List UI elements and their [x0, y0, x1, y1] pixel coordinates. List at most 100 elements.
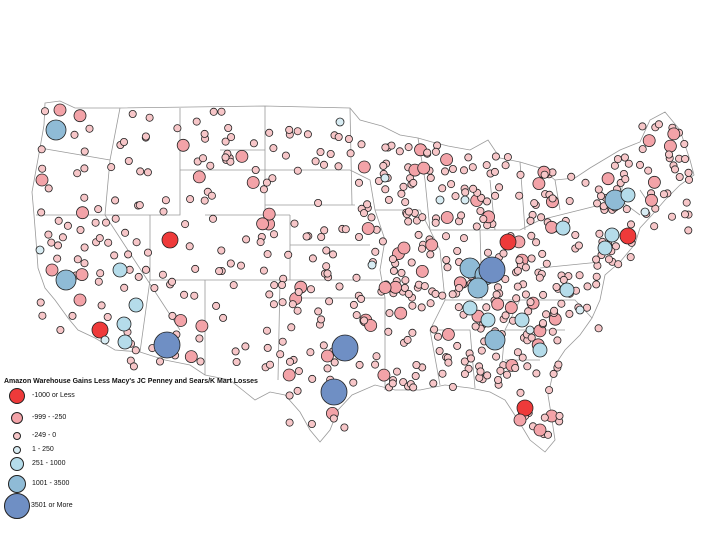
site-marker-small-loss	[344, 134, 353, 143]
site-marker-small-loss	[555, 411, 564, 420]
site-marker-small-loss	[426, 250, 435, 259]
site-marker-small-loss	[352, 273, 361, 282]
site-marker-small-loss	[665, 150, 674, 159]
site-marker-small-loss	[549, 369, 558, 378]
site-marker-small-loss	[407, 258, 416, 267]
legend-swatch-loss	[11, 412, 23, 424]
site-marker-small-loss	[502, 370, 511, 379]
site-marker-gain	[462, 300, 478, 316]
site-marker-loss	[73, 109, 87, 123]
site-marker-small-loss	[527, 333, 536, 342]
site-marker-small-loss	[523, 362, 532, 371]
site-marker-small-loss	[408, 328, 417, 337]
site-marker-small-loss	[293, 386, 302, 395]
site-marker-small-loss	[371, 247, 380, 256]
site-marker-loss	[195, 319, 209, 333]
site-marker-loss	[645, 193, 658, 207]
site-marker-small-loss	[532, 369, 541, 378]
site-marker-loss	[35, 173, 49, 187]
site-marker-small-loss	[317, 315, 326, 324]
site-marker-small-loss	[409, 178, 418, 187]
site-marker-small-loss	[371, 360, 380, 369]
site-marker-small-loss	[190, 291, 199, 300]
site-marker-small-loss	[548, 194, 557, 203]
site-marker-small-loss	[287, 323, 296, 332]
site-marker-small-loss	[404, 207, 413, 216]
site-marker-small-loss	[141, 132, 150, 141]
legend-swatch-small-loss	[13, 432, 21, 440]
site-marker-small-loss	[143, 168, 152, 177]
site-marker-small-loss	[483, 371, 492, 380]
site-marker-small-loss	[530, 199, 539, 208]
site-marker-small-loss	[482, 197, 491, 206]
site-marker-small-loss	[537, 213, 546, 222]
legend-label-strong-loss: -1000 or Less	[32, 392, 75, 399]
site-marker-small-loss	[334, 162, 343, 171]
site-marker-small-loss	[515, 191, 524, 200]
site-marker-small-loss	[431, 289, 440, 298]
site-marker-loss	[176, 138, 190, 152]
site-marker-small-loss	[503, 153, 512, 162]
site-marker-small-loss	[592, 272, 601, 281]
site-marker-small-loss	[206, 161, 215, 170]
site-marker-loss	[648, 175, 661, 189]
site-marker-small-loss	[136, 167, 145, 176]
site-marker-small-loss	[535, 273, 544, 282]
site-marker-small-gain	[380, 173, 390, 183]
site-marker-small-loss	[281, 151, 290, 160]
site-marker-small-loss	[111, 214, 120, 223]
site-marker-small-loss	[605, 255, 614, 264]
site-marker-loss	[262, 207, 276, 221]
site-marker-loss	[440, 211, 454, 224]
site-marker-small-gain	[367, 260, 377, 270]
site-marker-loss	[415, 264, 429, 278]
site-marker-loss	[417, 161, 431, 175]
site-marker-small-loss	[513, 282, 522, 291]
site-marker-loss	[513, 413, 527, 427]
site-marker-small-loss	[420, 282, 429, 291]
site-marker-small-loss	[431, 218, 440, 227]
site-marker-small-loss	[675, 172, 684, 181]
site-marker-small-loss	[192, 117, 201, 126]
site-marker-small-loss	[384, 195, 393, 204]
site-marker-small-loss	[38, 164, 47, 173]
site-marker-loss	[364, 319, 378, 332]
site-marker-small-loss	[461, 188, 470, 197]
legend: Amazon Warehouse Gains Less Macy's JC Pe…	[4, 378, 304, 528]
legend-title: Amazon Warehouse Gains Less Macy's JC Pe…	[4, 378, 258, 385]
site-marker-small-loss	[404, 289, 413, 298]
site-marker-small-loss	[158, 270, 167, 279]
site-marker-small-loss	[288, 300, 297, 309]
site-marker-small-loss	[471, 322, 480, 331]
site-marker-small-loss	[334, 132, 343, 141]
site-marker-small-loss	[102, 218, 111, 227]
site-marker-small-loss	[684, 168, 693, 177]
site-marker-small-loss	[381, 143, 390, 152]
site-marker-small-loss	[294, 287, 303, 296]
site-marker-small-loss	[435, 346, 444, 355]
site-marker-huge-gain	[153, 331, 181, 359]
site-marker-small-loss	[263, 343, 272, 352]
site-marker-loss	[53, 103, 67, 117]
site-marker-small-loss	[103, 312, 112, 321]
site-marker-small-loss	[453, 341, 462, 350]
site-marker-loss	[45, 263, 59, 277]
site-marker-small-loss	[221, 137, 230, 146]
site-marker-small-loss	[417, 244, 426, 253]
site-marker-small-loss	[110, 251, 119, 260]
site-marker-small-loss	[150, 283, 159, 292]
site-marker-loss	[667, 127, 681, 141]
site-marker-small-loss	[73, 169, 82, 178]
site-marker-loss	[397, 241, 411, 255]
site-marker-small-loss	[94, 205, 103, 214]
site-marker-small-loss	[491, 152, 500, 161]
legend-label-small-loss: -249 - 0	[32, 432, 57, 439]
legend-label-big-gain: 1001 - 3500	[32, 480, 70, 487]
site-marker-small-loss	[550, 306, 559, 315]
site-marker-small-loss	[346, 149, 355, 158]
site-marker-small-loss	[638, 122, 647, 131]
site-marker-loss	[377, 368, 391, 382]
site-marker-small-loss	[583, 303, 592, 312]
site-marker-small-loss	[627, 220, 636, 229]
site-marker-small-loss	[322, 262, 331, 271]
